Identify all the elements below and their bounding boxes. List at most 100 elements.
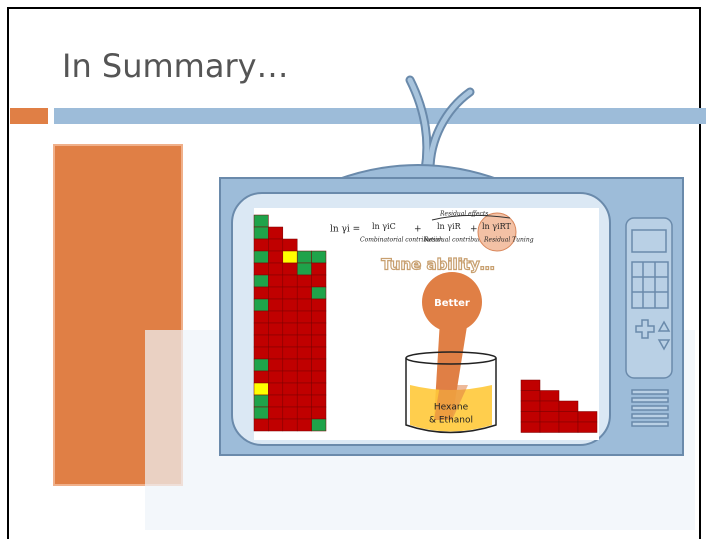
bubble-label: Better	[434, 298, 470, 309]
cell	[282, 322, 298, 336]
cell	[296, 406, 312, 420]
eq-term: ln γiRT	[482, 222, 511, 231]
cell	[282, 238, 298, 252]
cell	[282, 346, 298, 360]
cell	[268, 406, 284, 420]
cell	[253, 382, 269, 396]
cell	[253, 394, 269, 408]
cell	[520, 390, 541, 402]
cell	[296, 370, 312, 384]
cell	[253, 370, 269, 384]
cell	[539, 390, 560, 402]
cell	[520, 400, 541, 412]
cell	[539, 400, 560, 412]
eq-note: Combinatorial contribution	[360, 237, 443, 244]
cell	[253, 310, 269, 324]
cell	[268, 346, 284, 360]
cell	[311, 346, 327, 360]
cell-grid	[253, 214, 327, 432]
highlight-circle	[477, 212, 517, 252]
cell	[282, 370, 298, 384]
cell	[268, 226, 284, 240]
cell	[296, 298, 312, 312]
cell	[268, 274, 284, 288]
cell	[296, 418, 312, 432]
cell	[282, 286, 298, 300]
cell	[268, 250, 284, 264]
stair-cells	[520, 379, 598, 433]
cell	[282, 406, 298, 420]
cell	[282, 382, 298, 396]
cell	[282, 418, 298, 432]
cell	[296, 262, 312, 276]
cell	[311, 406, 327, 420]
cell	[311, 262, 327, 276]
cell	[268, 418, 284, 432]
cell	[296, 250, 312, 264]
beaker-label: Hexane	[434, 403, 469, 413]
cell	[282, 394, 298, 408]
cell	[577, 411, 598, 423]
beaker-label: & Ethanol	[429, 416, 473, 426]
cell	[268, 310, 284, 324]
antenna-inner	[407, 77, 473, 173]
beaker	[405, 358, 497, 434]
cell	[253, 358, 269, 372]
cell	[577, 421, 598, 433]
cell	[253, 226, 269, 240]
cell	[268, 334, 284, 348]
eq-note: Residual effects	[439, 211, 488, 218]
accent-bar	[10, 108, 48, 124]
cell	[282, 274, 298, 288]
cell	[311, 394, 327, 408]
cell	[558, 400, 579, 412]
cell	[253, 274, 269, 288]
cell	[296, 382, 312, 396]
cell	[253, 262, 269, 276]
cell	[311, 310, 327, 324]
cell	[268, 370, 284, 384]
cell	[253, 322, 269, 336]
cell	[558, 411, 579, 423]
cell	[282, 298, 298, 312]
cell	[282, 310, 298, 324]
cell	[268, 238, 284, 252]
cell	[268, 262, 284, 276]
cell	[253, 406, 269, 420]
cell	[311, 358, 327, 372]
equation: ln γi = ln γiC Combinatorial contributio…	[330, 211, 534, 252]
cell	[311, 286, 327, 300]
cell	[253, 214, 269, 228]
cell	[253, 298, 269, 312]
cell	[296, 394, 312, 408]
beaker-rim	[405, 351, 497, 365]
cell	[311, 418, 327, 432]
tv-dome	[335, 164, 501, 181]
cell	[296, 334, 312, 348]
slide-title: In Summary…	[62, 47, 289, 85]
cell	[311, 322, 327, 336]
eq-term: ln γiR	[437, 222, 462, 231]
cell	[253, 250, 269, 264]
eq-note: Residual contribution	[423, 237, 490, 244]
eq-lhs: ln γi =	[330, 225, 360, 235]
brace	[431, 214, 511, 221]
cell	[253, 346, 269, 360]
cell	[296, 286, 312, 300]
cell	[558, 421, 579, 433]
cell	[282, 358, 298, 372]
cell	[311, 274, 327, 288]
stick-in-liquid	[434, 385, 468, 420]
cell	[268, 382, 284, 396]
cell	[253, 334, 269, 348]
cell	[311, 370, 327, 384]
tagline: Tune ability…	[381, 256, 495, 274]
cell	[539, 421, 560, 433]
cell	[311, 382, 327, 396]
cell	[268, 286, 284, 300]
cell	[268, 322, 284, 336]
bubble	[422, 272, 482, 332]
cell	[296, 310, 312, 324]
cell	[296, 346, 312, 360]
header-bar	[54, 108, 706, 124]
